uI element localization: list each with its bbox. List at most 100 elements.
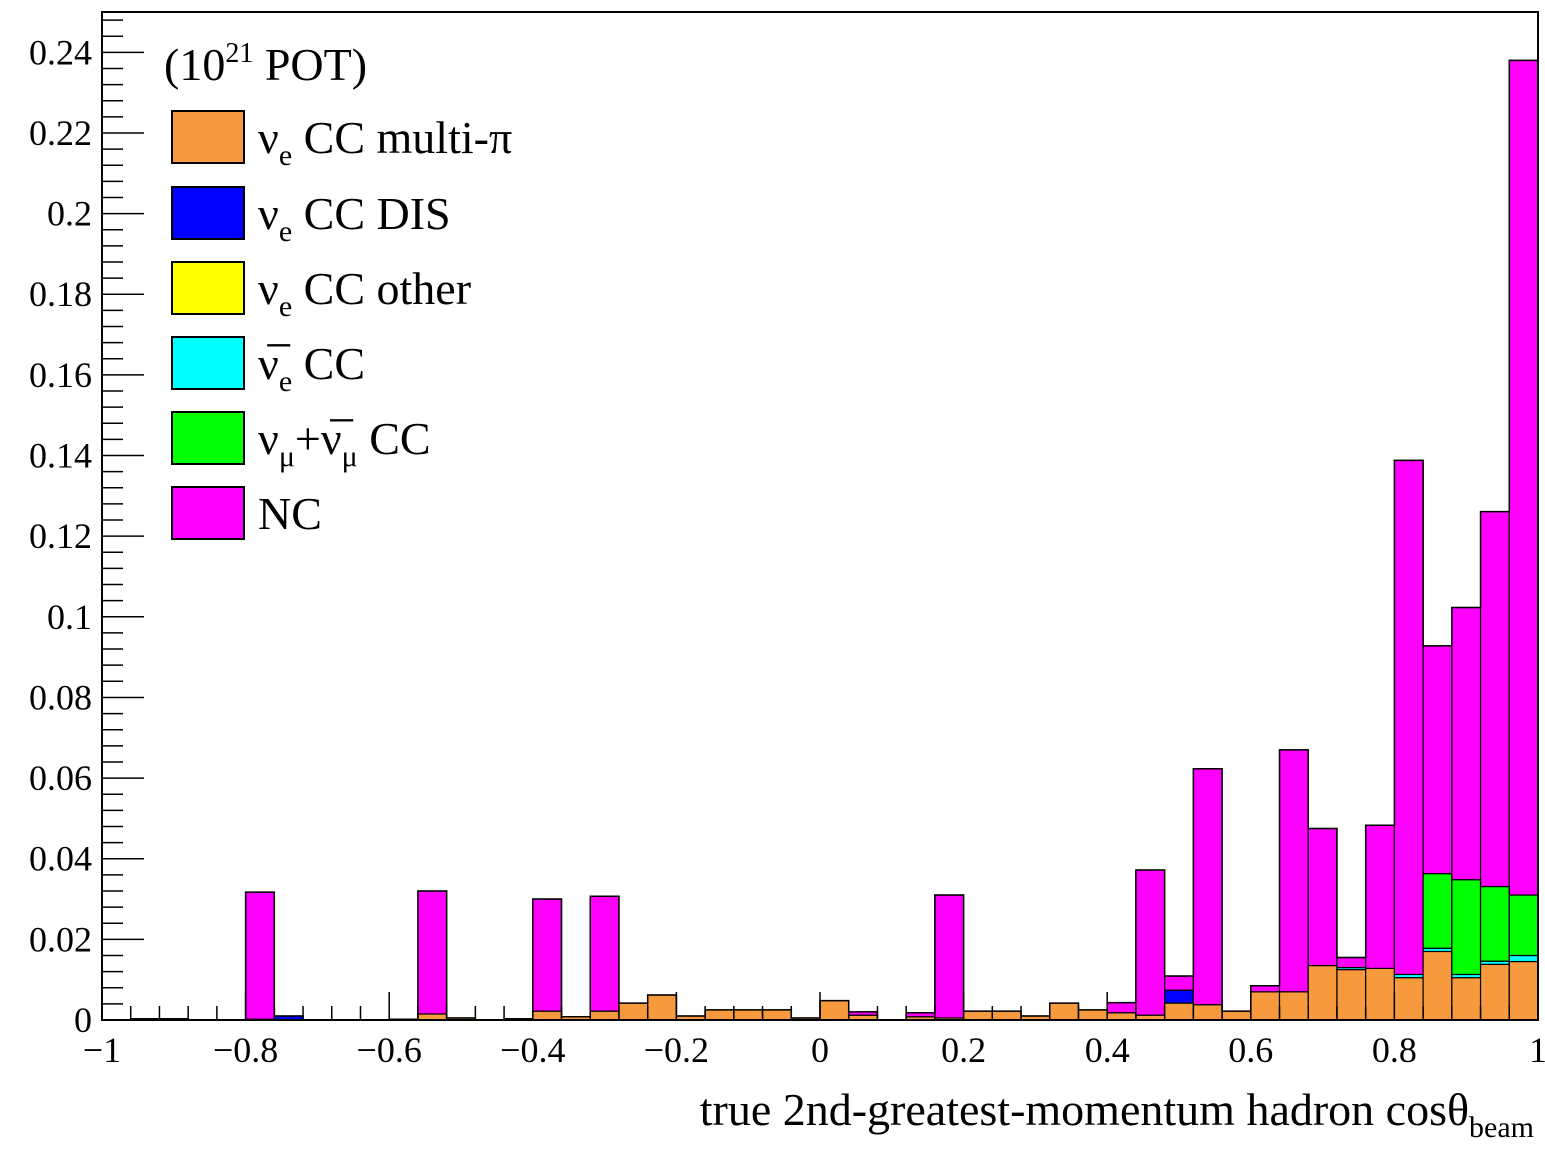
bar-segment-1-bin-45 [1365,967,1396,1021]
y-tick-label: 0.04 [29,839,92,879]
x-tick-label: −1 [83,1030,121,1070]
legend: (1021 POT) νe CC multi-π νe CC DIS νe CC o… [164,38,512,540]
bar-segment-1-bin-16 [532,1010,563,1021]
bar-segment-1-bin-38 [1164,1002,1194,1021]
legend-swatch [171,261,245,315]
bar-segment-6-bin-36 [1106,1002,1137,1014]
x-tick-label: 0 [811,1030,829,1070]
y-tick-label: 0.1 [47,597,92,637]
bar-segment-6-bin-49 [1479,510,1510,888]
y-axis-ticks [102,19,144,1021]
bar-segment-4-bin-50 [1508,954,1539,963]
bar-segment-6-bin-37 [1135,869,1166,1016]
y-tick-label: 0.16 [29,355,92,395]
legend-item: νμ+ν̅μ CC [171,411,431,473]
x-axis-ticks [101,992,1539,1020]
bar-segment-6-bin-12 [417,890,448,1015]
x-axis-title-subscript: beam [1469,1111,1534,1144]
bar-segment-6-bin-18 [589,895,620,1012]
bar-segment-1-bin-19 [618,1002,649,1021]
legend-header-rest: POT) [253,39,367,90]
bar-segment-1-bin-47 [1422,950,1453,1021]
bar-segment-5-bin-48 [1451,879,1482,976]
bar-segment-6-bin-39 [1192,768,1223,1006]
bar-segment-1-bin-32 [991,1010,1022,1021]
bar-segment-1-bin-24 [761,1009,792,1021]
bar-segment-1-bin-40 [1221,1010,1252,1021]
x-tick-label: 0.8 [1372,1030,1417,1070]
bar-segment-1-bin-20 [647,994,677,1021]
x-tick-label: −0.2 [644,1030,709,1070]
legend-label: ν̅e CC [258,338,365,398]
bar-segment-6-bin-16 [532,898,563,1012]
bar-segment-6-bin-30 [934,894,965,1019]
y-tick-label: 0.24 [29,32,92,72]
legend-swatch [171,486,245,540]
histogram-bars [130,59,1539,1021]
x-tick-labels: −1 −0.8 −0.6 −0.4 −0.2 0 0.2 0.4 0.6 0.8 1 [83,1030,1545,1070]
legend-item: ν̅e CC [171,336,365,398]
legend-swatch [171,110,245,164]
bar-segment-1-bin-50 [1508,960,1539,1021]
legend-label: NC [258,488,322,539]
legend-swatch [171,411,245,465]
legend-item: NC [171,486,322,540]
bar-segment-1-bin-26 [819,1000,850,1021]
bar-segment-6-bin-47 [1422,645,1453,875]
y-tick-label: 0 [74,1000,92,1040]
bar-segment-1-bin-35 [1077,1009,1108,1021]
legend-swatch [171,336,245,390]
bar-segment-1-bin-23 [733,1009,764,1021]
x-tick-label: 1 [1529,1030,1545,1070]
legend-label: νμ+ν̅μ CC [258,413,431,473]
legend-item: νe CC multi-π [171,110,512,172]
x-tick-label: 0.2 [941,1030,986,1070]
y-tick-label: 0.08 [29,677,92,717]
bar-segment-2-bin-38 [1164,989,1194,1004]
legend-item: νe CC DIS [171,186,451,248]
bar-segment-6-bin-45 [1365,824,1396,969]
bar-segment-6-bin-43 [1307,827,1338,967]
bar-segment-5-bin-50 [1508,894,1539,957]
legend-header: (1021 POT) [164,38,367,90]
legend-item: νe CC other [171,261,471,323]
bar-segment-6-bin-48 [1451,606,1482,881]
legend-label: νe CC multi-π [258,112,512,172]
bar-segment-1-bin-43 [1307,964,1338,1021]
bar-segment-1-bin-39 [1192,1004,1223,1021]
bar-segment-1-bin-22 [704,1009,735,1021]
y-tick-label: 0.22 [29,113,92,153]
bar-segment-1-bin-49 [1479,963,1510,1021]
bar-segment-1-bin-46 [1393,977,1424,1021]
bar-segment-6-bin-50 [1508,59,1539,896]
legend-items: νe CC multi-π νe CC DIS νe CC other ν̅e CC ν… [171,110,512,540]
legend-label: νe CC DIS [258,188,451,248]
y-tick-label: 0.12 [29,516,92,556]
x-tick-label: −0.4 [500,1030,565,1070]
bar-segment-1-bin-34 [1049,1002,1080,1021]
x-tick-label: −0.6 [357,1030,422,1070]
bar-segment-1-bin-18 [589,1010,620,1021]
bar-segment-1-bin-36 [1106,1012,1137,1021]
bar-segment-1-bin-31 [962,1010,993,1021]
x-tick-label: −0.8 [213,1030,278,1070]
bar-segment-1-bin-41 [1250,991,1281,1021]
bar-segment-6-bin-6 [245,891,275,1020]
bar-segment-5-bin-49 [1479,885,1510,962]
legend-header-superscript: 21 [225,38,253,69]
bar-segment-6-bin-46 [1393,459,1424,976]
bar-segment-1-bin-42 [1278,991,1309,1021]
bar-segment-6-bin-42 [1278,749,1309,993]
bar-segment-1-bin-48 [1451,977,1482,1021]
y-tick-label: 0.18 [29,274,92,314]
x-tick-label: 0.4 [1085,1030,1130,1070]
x-axis-title-main: true 2nd-greatest-momentum hadron cosθ [700,1084,1469,1135]
bar-segment-6-bin-38 [1164,975,1194,991]
x-axis-title: true 2nd-greatest-momentum hadron cosθbe… [700,1084,1534,1144]
y-tick-label: 0.14 [29,436,92,476]
x-tick-label: 0.6 [1228,1030,1273,1070]
bar-segment-6-bin-41 [1250,985,1281,993]
y-tick-label: 0.02 [29,919,92,959]
bar-segment-1-bin-44 [1336,968,1367,1021]
